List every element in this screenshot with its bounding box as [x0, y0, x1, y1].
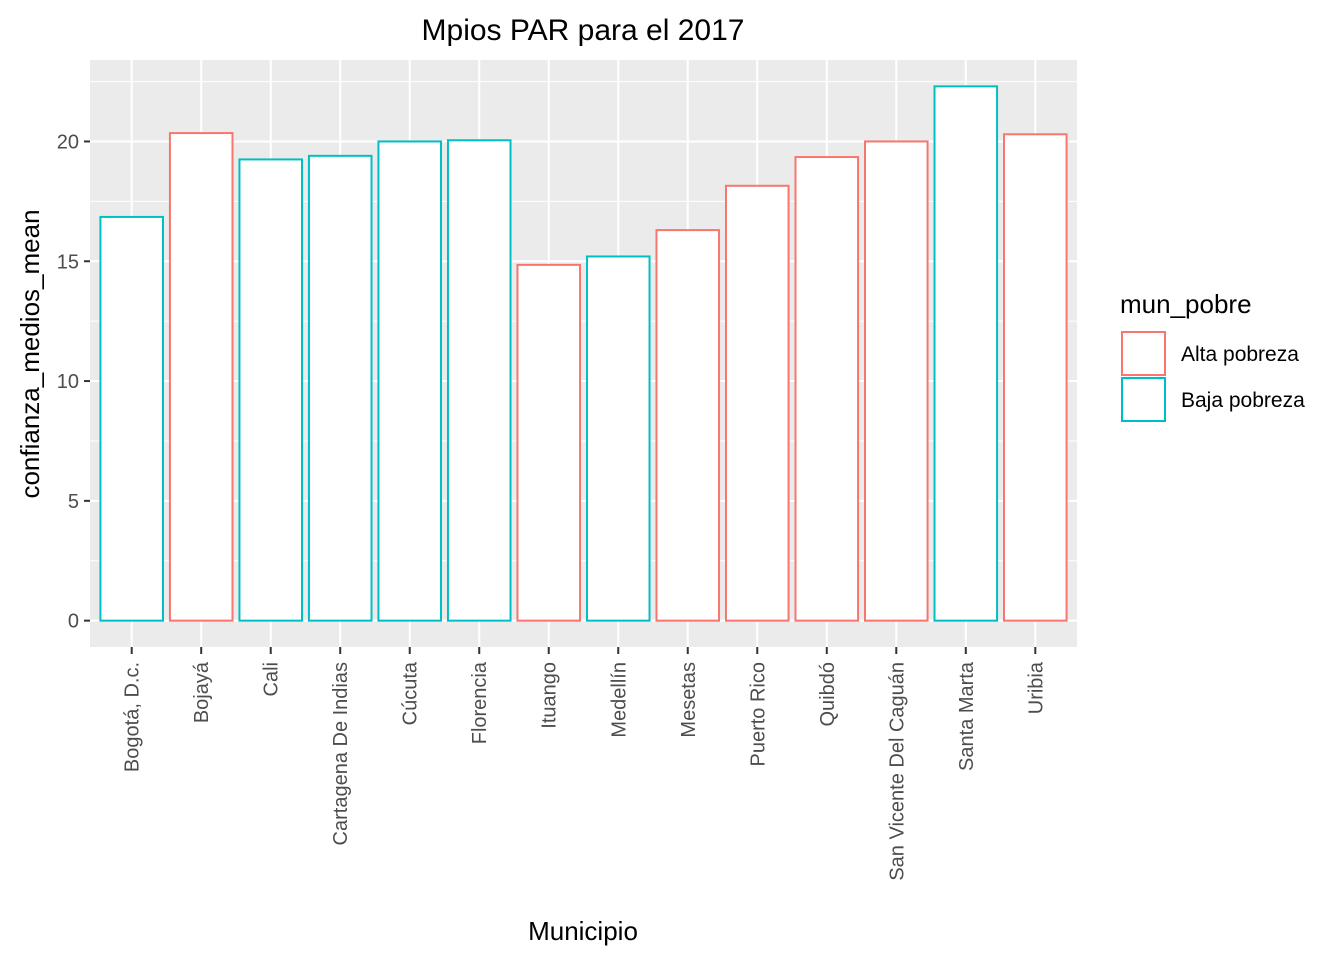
y-axis-title: confianza_medios_mean	[15, 209, 45, 498]
x-tick-label: San Vicente Del Caguán	[886, 662, 908, 881]
bar	[655, 229, 721, 622]
x-tick-label: Cali	[261, 662, 283, 696]
y-tick-label: 0	[68, 611, 79, 633]
x-tick-label: Medellín	[608, 662, 630, 738]
bar	[864, 140, 929, 622]
plot-panel	[90, 60, 1077, 647]
y-tick-label: 15	[57, 251, 79, 273]
x-tick-label: Mesetas	[678, 662, 700, 738]
bar	[168, 132, 234, 622]
x-tick-label: Santa Marta	[956, 661, 978, 771]
bar	[724, 184, 790, 622]
bar	[99, 215, 164, 622]
chart-title: Mpios PAR para el 2017	[422, 14, 745, 47]
legend-title: mun_pobre	[1120, 289, 1252, 319]
legend-label: Alta pobreza	[1181, 343, 1299, 366]
bar	[377, 140, 443, 622]
x-tick-label: Bojayá	[191, 661, 213, 723]
legend-label: Baja pobreza	[1181, 389, 1305, 412]
bar	[446, 139, 512, 622]
y-tick-label: 5	[68, 491, 79, 513]
x-tick-label: Quibdó	[817, 662, 839, 727]
x-tick-label: Florencia	[469, 661, 491, 744]
bars	[99, 85, 1068, 622]
legend-key	[1121, 377, 1166, 422]
x-tick-label: Puerto Rico	[747, 662, 769, 767]
bar	[585, 255, 651, 622]
bar	[1003, 133, 1068, 622]
x-tick-label: Ituango	[539, 662, 561, 729]
y-tick-label: 10	[57, 371, 79, 393]
x-tick-label: Cúcuta	[400, 661, 422, 725]
bar	[516, 263, 582, 622]
x-tick-label: Uribia	[1025, 661, 1047, 714]
legend: mun_pobre Alta pobreza Baja pobreza	[1120, 289, 1305, 422]
bar	[794, 156, 860, 622]
bar	[238, 158, 303, 622]
x-axis-title: Municipio	[528, 916, 638, 946]
y-tick-label: 20	[57, 131, 79, 153]
bar	[307, 154, 373, 622]
y-axis: 0 5 10 15 20	[57, 131, 90, 633]
x-tick-label: Bogotá, D.c.	[122, 662, 144, 772]
legend-key	[1121, 331, 1166, 376]
x-tick-label: Cartagena De Indias	[330, 662, 352, 845]
bar	[933, 85, 999, 622]
x-axis: Bogotá, D.c. Bojayá Cali Cartagena De India…	[122, 647, 1047, 881]
